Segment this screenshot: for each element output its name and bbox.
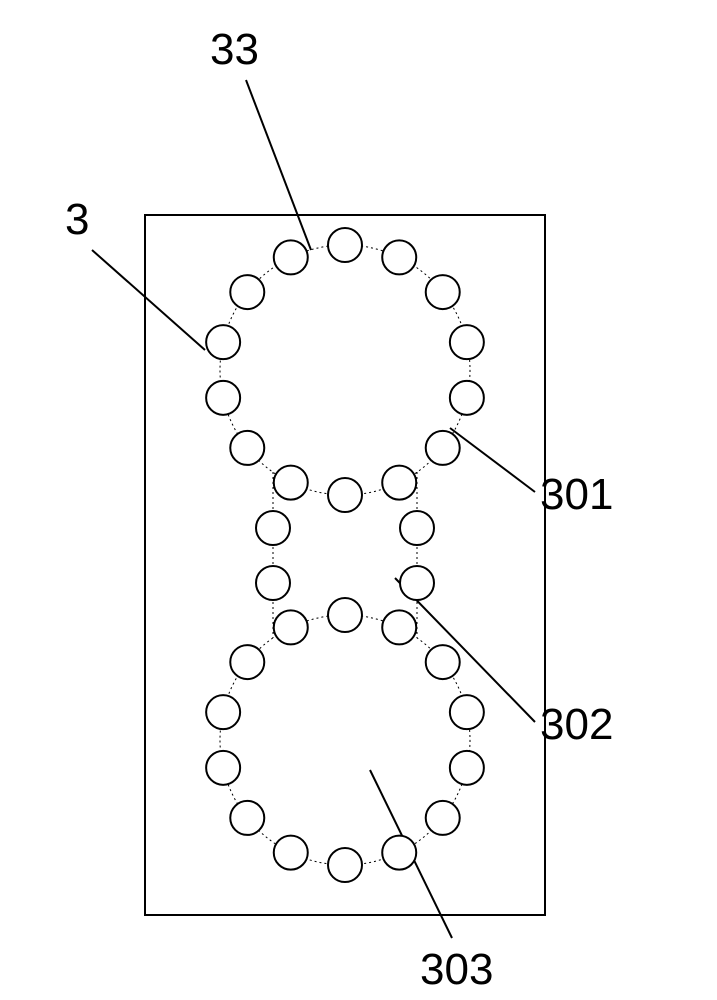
label-3: 3: [65, 195, 89, 245]
label-301: 301: [540, 470, 613, 520]
label-33: 33: [210, 25, 259, 75]
label-302: 302: [540, 700, 613, 750]
label-303: 303: [420, 945, 493, 995]
